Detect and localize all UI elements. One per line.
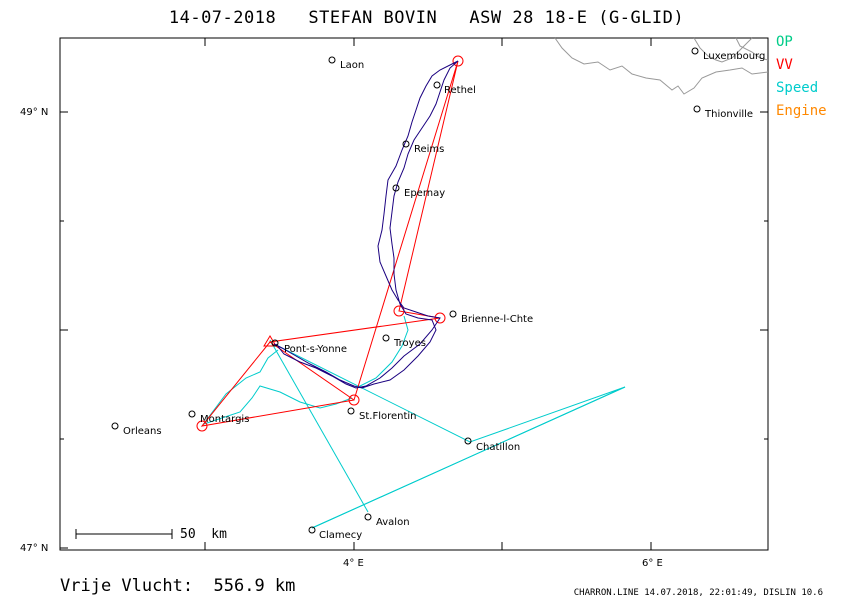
country-border-2 xyxy=(693,37,753,63)
town-label-pont-s-yonne: Pont-s-Yonne xyxy=(284,344,347,355)
map-frame xyxy=(59,37,769,551)
town-label-montargis: Montargis xyxy=(200,414,249,425)
town-label-laon: Laon xyxy=(340,60,364,71)
town-label-brienne: Brienne-l-Chte xyxy=(461,314,533,325)
town-label-troyes: Troyes xyxy=(393,338,426,349)
town-label-st-florentin: St.Florentin xyxy=(359,411,417,422)
town-label-orleans: Orleans xyxy=(123,426,162,437)
frame-ticks xyxy=(60,38,768,550)
town-label-avalon: Avalon xyxy=(376,517,410,528)
lon-label-6: 6° E xyxy=(642,558,663,569)
town-label-rethel: Rethel xyxy=(444,85,476,96)
town-label-clamecy: Clamecy xyxy=(319,530,362,541)
country-border-3 xyxy=(735,37,769,61)
scale-bar-label: 50 km xyxy=(180,527,227,542)
flight-track xyxy=(273,60,459,389)
lon-label-4: 4° E xyxy=(343,558,364,569)
country-border xyxy=(554,37,769,95)
legend-item-vv: VV xyxy=(776,57,793,73)
legend-item-op: OP xyxy=(776,34,793,50)
town-label-chatillon: Chatillon xyxy=(476,442,520,453)
legend-item-engine: Engine xyxy=(776,103,827,119)
vv-triangle xyxy=(200,60,459,427)
town-label-reims: Reims xyxy=(414,144,444,155)
free-flight-distance: Vrije Vlucht: 556.9 km xyxy=(60,576,296,596)
town-label-thionville: Thionville xyxy=(704,109,753,120)
op-legs xyxy=(201,315,626,529)
lat-label-49: 49° N xyxy=(20,107,48,118)
page-title: 14-07-2018 STEFAN BOVIN ASW 28 18-E (G-G… xyxy=(168,8,685,28)
legend-item-speed: Speed xyxy=(776,80,819,96)
town-label-epernay: Epernay xyxy=(404,188,445,199)
lat-label-47: 47° N xyxy=(20,543,48,554)
town-label-luxembourg: Luxembourg xyxy=(703,51,765,62)
town-markers xyxy=(111,47,701,534)
scale-bar xyxy=(75,529,173,539)
footer-credit: CHARRON.LINE 14.07.2018, 22:01:49, DISLI… xyxy=(573,588,823,598)
